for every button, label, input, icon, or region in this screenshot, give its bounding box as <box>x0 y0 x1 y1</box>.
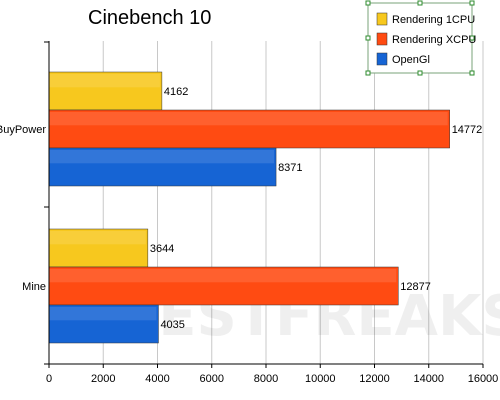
legend-item: Rendering XCPU <box>376 32 476 46</box>
legend-swatch <box>376 32 388 46</box>
legend-label: Rendering 1CPU <box>392 14 475 26</box>
legend[interactable]: Rendering 1CPU Rendering XCPU OpenGl <box>365 0 476 76</box>
x-tick-label: 12000 <box>359 373 390 385</box>
legend-swatch <box>376 12 388 26</box>
x-tick-label: 10000 <box>305 373 336 385</box>
bar-group-item: 12877 <box>48 266 431 306</box>
x-tick-label: 4000 <box>145 373 169 385</box>
x-tick-label: 14000 <box>413 373 444 385</box>
x-tick-label: 16000 <box>468 373 499 385</box>
legend-item: Rendering 1CPU <box>376 12 475 26</box>
data-label: 4162 <box>164 86 188 98</box>
category-labels: iBuyPower Mine <box>0 124 46 293</box>
x-tick-label: 0 <box>46 373 52 385</box>
bars-group: 4162 14772 8371 3644 12877 4035 <box>48 71 483 344</box>
x-tick-label: 6000 <box>200 373 224 385</box>
data-label: 8371 <box>278 162 302 174</box>
bar-group-item: 14772 <box>48 109 483 149</box>
data-label: 12877 <box>400 281 431 293</box>
chart-title: Cinebench 10 <box>88 7 211 29</box>
bar-highlight <box>49 74 160 88</box>
legend-item: OpenGl <box>376 52 430 66</box>
bar-highlight <box>49 269 397 283</box>
legend-handle[interactable] <box>469 70 475 76</box>
bar-group-item: 8371 <box>48 147 303 187</box>
x-tick-label: 8000 <box>254 373 278 385</box>
legend-handle[interactable] <box>365 0 371 6</box>
data-label: 4035 <box>160 319 184 331</box>
legend-handle[interactable] <box>469 35 475 41</box>
bar-group-item: 3644 <box>48 228 174 268</box>
bar[interactable] <box>48 304 159 344</box>
legend-handle[interactable] <box>365 70 371 76</box>
bar-highlight <box>49 150 275 164</box>
legend-label: OpenGl <box>392 54 430 66</box>
bar[interactable] <box>48 147 277 187</box>
category-label: iBuyPower <box>0 124 46 136</box>
bar-highlight <box>49 112 448 126</box>
bar-highlight <box>49 231 146 245</box>
x-tick-label: 2000 <box>91 373 115 385</box>
bar[interactable] <box>48 71 163 111</box>
legend-swatch <box>376 52 388 66</box>
bar-group-item: 4162 <box>48 71 188 111</box>
x-tick-labels: 0 2000 4000 6000 8000 10000 12000 14000 16000 <box>46 364 498 385</box>
legend-handle[interactable] <box>417 70 423 76</box>
bar-highlight <box>49 307 157 321</box>
legend-handle[interactable] <box>365 35 371 41</box>
data-label: 3644 <box>150 243 174 255</box>
data-label: 14772 <box>452 124 483 136</box>
legend-handle[interactable] <box>469 0 475 6</box>
bar[interactable] <box>48 228 149 268</box>
legend-label: Rendering XCPU <box>392 34 476 46</box>
legend-handle[interactable] <box>417 0 423 6</box>
category-label: Mine <box>22 281 46 293</box>
bar-group-item: 4035 <box>48 304 185 344</box>
